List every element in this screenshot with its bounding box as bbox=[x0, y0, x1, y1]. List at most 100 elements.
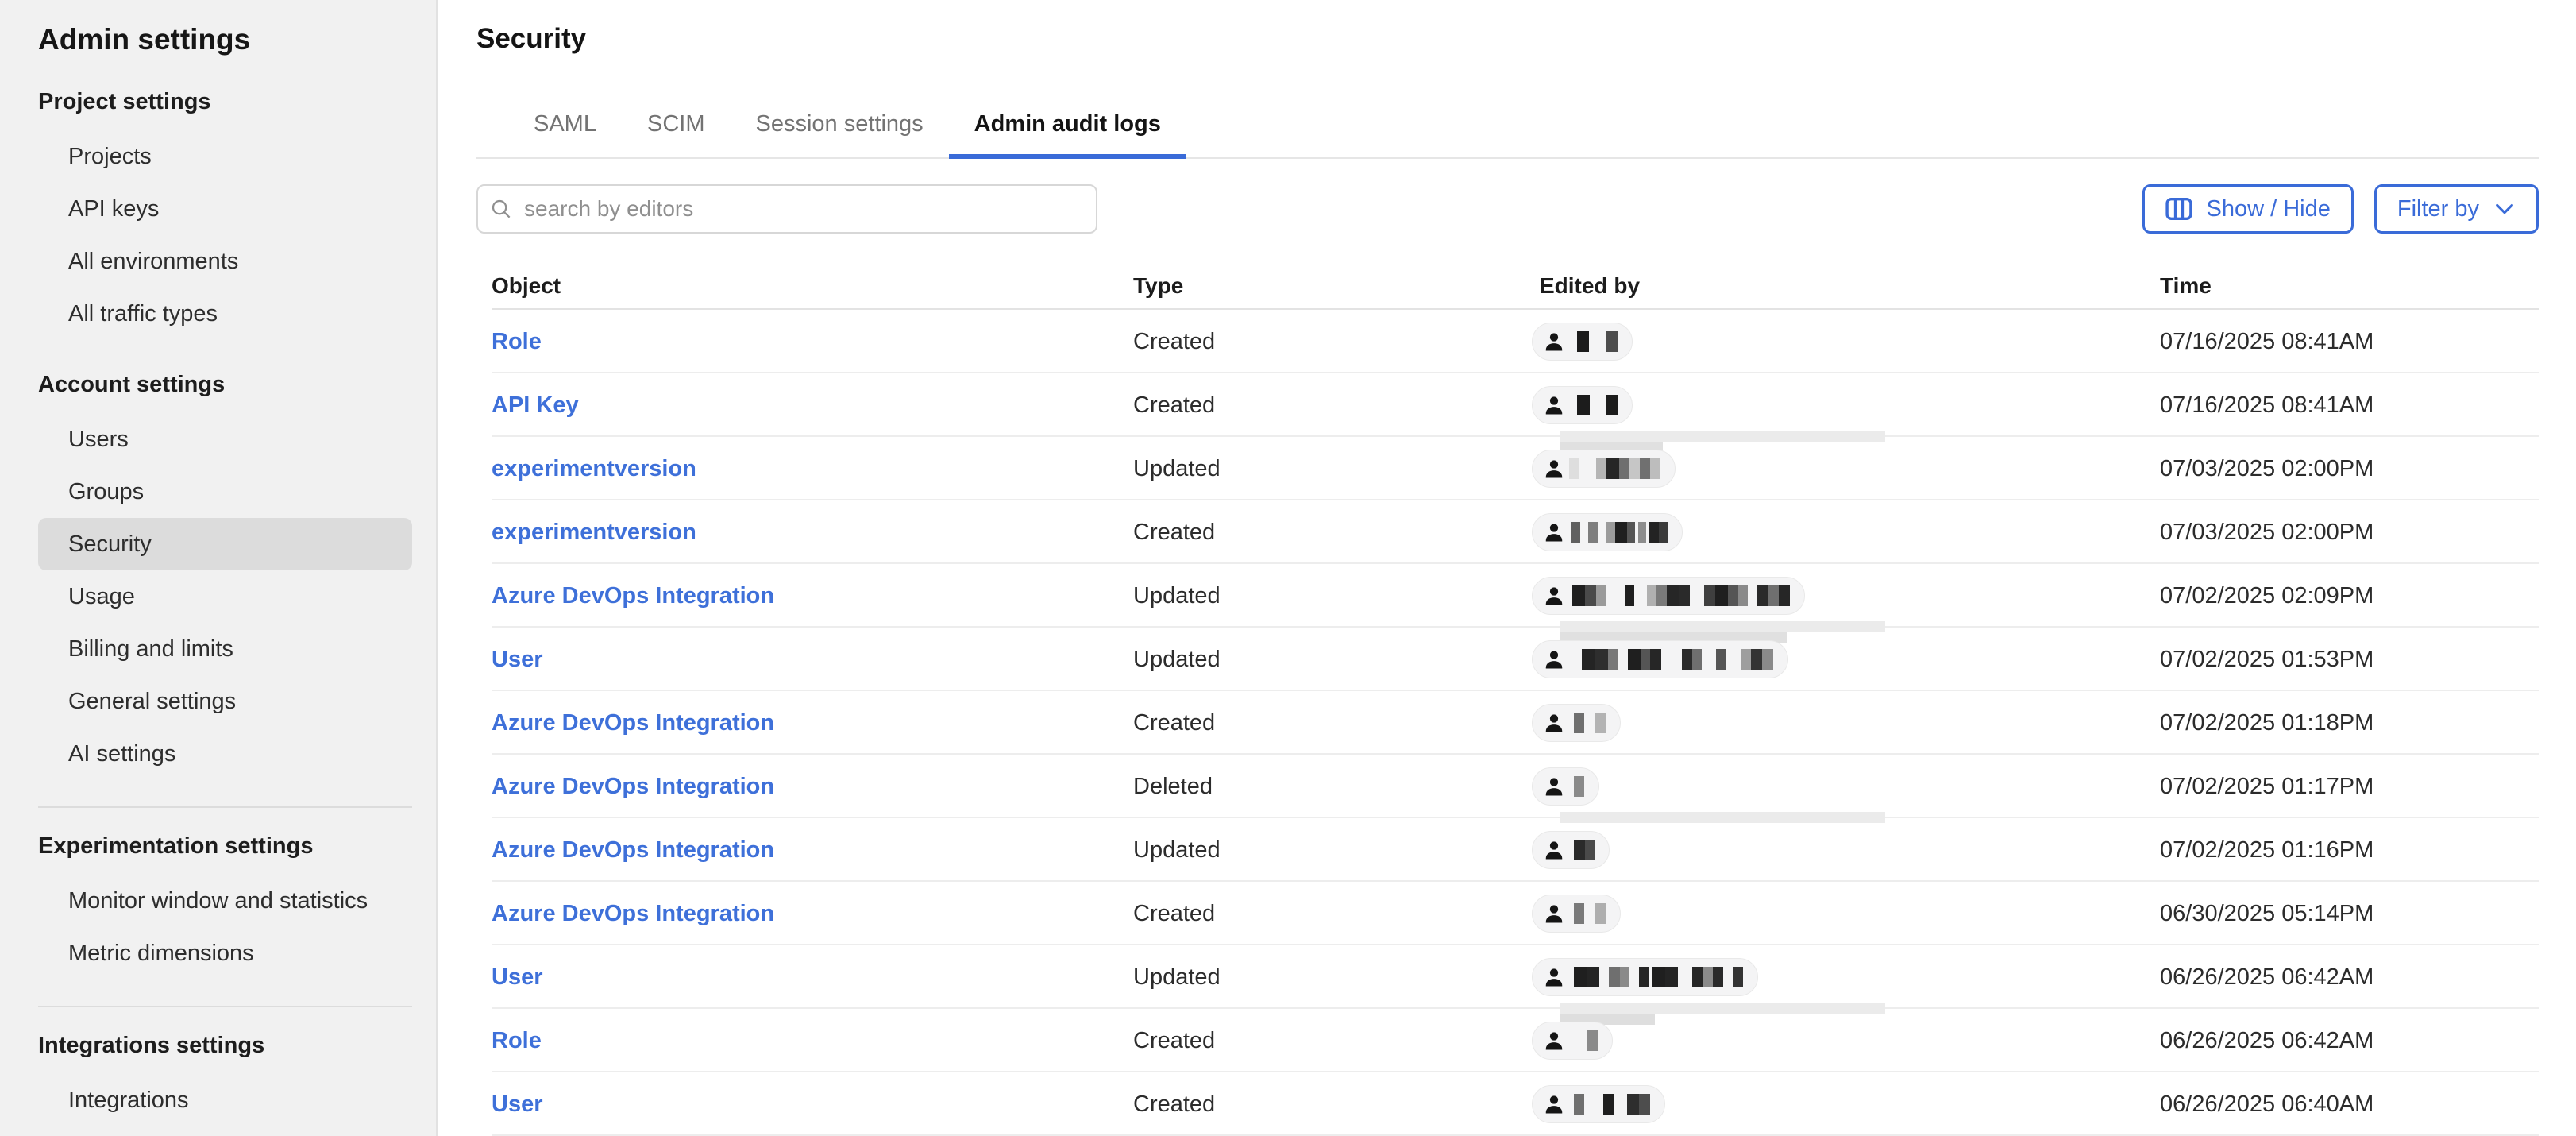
show-hide-label: Show / Hide bbox=[2206, 195, 2331, 222]
redacted-text-block bbox=[1751, 649, 1762, 670]
edited-by-cell bbox=[1532, 1072, 2160, 1136]
filter-by-button[interactable]: Filter by bbox=[2374, 184, 2539, 234]
sidebar-item-groups[interactable]: Groups bbox=[38, 466, 412, 518]
redacted-text-block bbox=[1741, 649, 1751, 670]
column-header-time: Time bbox=[2160, 273, 2212, 298]
editor-chip bbox=[1532, 1022, 1613, 1060]
time-cell: 07/02/2025 01:53PM bbox=[2160, 646, 2374, 672]
redaction-band bbox=[1560, 1003, 1885, 1014]
object-link[interactable]: experimentversion bbox=[492, 519, 696, 545]
search-input[interactable] bbox=[476, 184, 1097, 234]
sidebar-item-users[interactable]: Users bbox=[38, 413, 412, 466]
redacted-text-block bbox=[1692, 649, 1702, 670]
redacted-text-block bbox=[1667, 585, 1679, 606]
object-link[interactable]: Azure DevOps Integration bbox=[492, 773, 775, 799]
search-icon bbox=[492, 199, 511, 218]
sidebar-item-all-environments[interactable]: All environments bbox=[38, 235, 412, 288]
show-hide-button[interactable]: Show / Hide bbox=[2142, 184, 2354, 234]
sidebar-item-monitor-window-and-statistics[interactable]: Monitor window and statistics bbox=[38, 875, 412, 927]
sidebar-section: Project settings Projects API keys All e… bbox=[0, 87, 436, 340]
object-link[interactable]: experimentversion bbox=[492, 455, 696, 481]
sidebar-item-metric-dimensions[interactable]: Metric dimensions bbox=[38, 927, 412, 980]
person-icon bbox=[1545, 587, 1563, 605]
sidebar-item-label: Integrations bbox=[68, 1087, 189, 1113]
object-link[interactable]: User bbox=[492, 1091, 543, 1117]
table-row: Role Created 07/16/2025 08:41AM bbox=[492, 310, 2539, 373]
redacted-text-block bbox=[1704, 585, 1715, 606]
object-link[interactable]: Azure DevOps Integration bbox=[492, 709, 775, 736]
redacted-text-block bbox=[1762, 649, 1773, 670]
sidebar-item-usage[interactable]: Usage bbox=[38, 570, 412, 623]
redacted-text-block bbox=[1574, 776, 1584, 797]
sidebar-section: Integrations settings Integrations bbox=[0, 1006, 436, 1126]
tab-saml[interactable]: SAML bbox=[508, 92, 622, 159]
object-link[interactable]: Role bbox=[492, 1027, 542, 1053]
sidebar-item-billing-and-limits[interactable]: Billing and limits bbox=[38, 623, 412, 675]
redacted-text-block bbox=[1596, 458, 1606, 479]
redacted-text-block bbox=[1703, 967, 1713, 987]
person-icon bbox=[1545, 905, 1563, 923]
object-link[interactable]: User bbox=[492, 646, 543, 672]
tab-scim[interactable]: SCIM bbox=[622, 92, 731, 159]
editor-chip bbox=[1532, 704, 1621, 742]
redacted-text-block bbox=[1606, 395, 1618, 415]
type-cell: Created bbox=[1133, 328, 1216, 354]
table-row: User Created 06/26/2025 06:40AM bbox=[492, 1072, 2539, 1136]
redacted-text-block bbox=[1606, 458, 1619, 479]
sidebar-item-ai-settings[interactable]: AI settings bbox=[38, 728, 412, 780]
redacted-text-block bbox=[1620, 967, 1629, 987]
search-box bbox=[476, 184, 1097, 234]
main-content: Security SAML SCIM Session settings Admi… bbox=[439, 0, 2576, 1136]
sidebar-item-general-settings[interactable]: General settings bbox=[38, 675, 412, 728]
edited-by-cell bbox=[1532, 945, 2160, 1009]
table-header-row: Object Type Edited by Time bbox=[492, 264, 2539, 310]
redacted-text-block bbox=[1679, 585, 1690, 606]
table-row: experimentversion Created 07/03/2025 02:… bbox=[492, 500, 2539, 564]
column-header-object: Object bbox=[492, 273, 561, 298]
time-cell: 07/02/2025 01:17PM bbox=[2160, 773, 2374, 799]
sidebar-item-label: AI settings bbox=[68, 740, 176, 767]
type-cell: Deleted bbox=[1133, 773, 1213, 799]
tab-label: Session settings bbox=[755, 111, 924, 137]
time-cell: 07/03/2025 02:00PM bbox=[2160, 455, 2374, 481]
redacted-text-block bbox=[1577, 395, 1590, 415]
person-icon bbox=[1545, 460, 1563, 478]
redacted-text-block bbox=[1639, 1094, 1650, 1115]
table-row: Azure DevOps Integration Created 07/02/2… bbox=[492, 691, 2539, 755]
object-link[interactable]: User bbox=[492, 964, 543, 990]
time-cell: 06/26/2025 06:40AM bbox=[2160, 1091, 2374, 1117]
object-link[interactable]: Azure DevOps Integration bbox=[492, 900, 775, 926]
redaction-band bbox=[1560, 812, 1885, 823]
object-link[interactable]: Azure DevOps Integration bbox=[492, 837, 775, 863]
sidebar: Admin settings Project settings Projects… bbox=[0, 0, 438, 1136]
sidebar-item-api-keys[interactable]: API keys bbox=[38, 183, 412, 235]
object-link[interactable]: API Key bbox=[492, 392, 579, 418]
object-link[interactable]: Azure DevOps Integration bbox=[492, 582, 775, 609]
sidebar-item-label: General settings bbox=[68, 688, 237, 714]
sidebar-item-security[interactable]: Security bbox=[38, 518, 412, 570]
type-cell: Created bbox=[1133, 519, 1216, 545]
person-icon bbox=[1545, 1032, 1563, 1050]
redacted-text-block bbox=[1627, 1094, 1639, 1115]
person-icon bbox=[1545, 651, 1563, 669]
tab-session-settings[interactable]: Session settings bbox=[730, 92, 948, 159]
redacted-text-block bbox=[1625, 585, 1634, 606]
sidebar-item-projects[interactable]: Projects bbox=[38, 130, 412, 183]
sidebar-item-all-traffic-types[interactable]: All traffic types bbox=[38, 288, 412, 340]
type-cell: Created bbox=[1133, 900, 1216, 926]
tab-admin-audit-logs[interactable]: Admin audit logs bbox=[948, 92, 1186, 159]
object-link[interactable]: Role bbox=[492, 328, 542, 354]
sidebar-section-heading: Integrations settings bbox=[38, 1033, 265, 1058]
sidebar-item-integrations[interactable]: Integrations bbox=[38, 1074, 412, 1126]
redacted-text-block bbox=[1733, 967, 1743, 987]
editor-chip bbox=[1532, 958, 1758, 996]
edited-by-cell bbox=[1532, 755, 2160, 818]
redacted-text-block bbox=[1716, 649, 1726, 670]
redacted-text-block bbox=[1715, 585, 1728, 606]
redacted-text-block bbox=[1659, 522, 1668, 543]
redacted-text-block bbox=[1628, 649, 1641, 670]
editor-chip bbox=[1532, 513, 1683, 551]
redacted-text-block bbox=[1619, 458, 1629, 479]
sidebar-sections: Project settings Projects API keys All e… bbox=[0, 87, 436, 1126]
type-cell: Created bbox=[1133, 392, 1216, 418]
